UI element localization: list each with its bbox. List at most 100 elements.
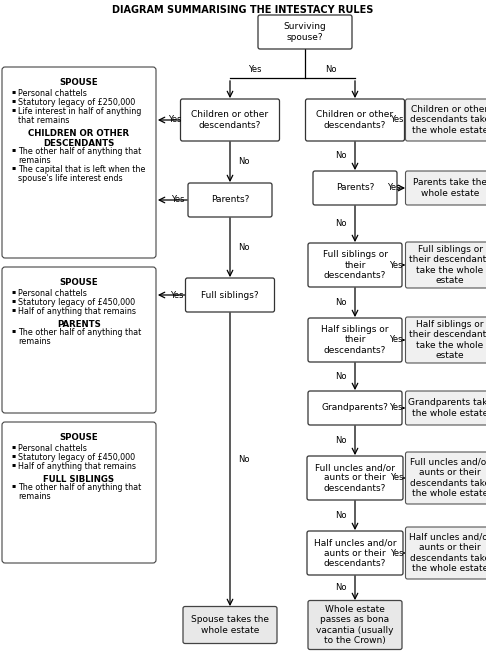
Text: SPOUSE: SPOUSE bbox=[60, 433, 98, 442]
FancyBboxPatch shape bbox=[405, 452, 486, 504]
Text: Parents?: Parents? bbox=[336, 184, 374, 192]
Text: No: No bbox=[335, 152, 347, 160]
Text: Yes: Yes bbox=[389, 335, 403, 345]
FancyBboxPatch shape bbox=[405, 242, 486, 288]
Text: Whole estate
passes as bona
vacantia (usually
to the Crown): Whole estate passes as bona vacantia (us… bbox=[316, 605, 394, 645]
Text: Yes: Yes bbox=[387, 184, 400, 192]
Text: ▪: ▪ bbox=[11, 147, 15, 152]
Text: Yes: Yes bbox=[248, 65, 261, 74]
Text: No: No bbox=[238, 455, 249, 464]
FancyBboxPatch shape bbox=[405, 99, 486, 141]
Text: ▪: ▪ bbox=[11, 444, 15, 449]
Text: Full siblings?: Full siblings? bbox=[201, 290, 259, 300]
FancyBboxPatch shape bbox=[308, 243, 402, 287]
Text: Yes: Yes bbox=[390, 548, 403, 558]
Text: No: No bbox=[335, 436, 347, 445]
Text: ▪: ▪ bbox=[11, 462, 15, 467]
Text: ▪: ▪ bbox=[11, 483, 15, 488]
Text: Yes: Yes bbox=[168, 115, 181, 125]
Text: Statutory legacy of £450,000: Statutory legacy of £450,000 bbox=[18, 298, 135, 307]
Text: No: No bbox=[335, 219, 347, 229]
FancyBboxPatch shape bbox=[308, 601, 402, 650]
Text: Half siblings or
their descendants
take the whole
estate: Half siblings or their descendants take … bbox=[409, 320, 486, 360]
Text: Full siblings or
their descendants
take the whole
estate: Full siblings or their descendants take … bbox=[409, 245, 486, 285]
FancyBboxPatch shape bbox=[2, 67, 156, 258]
Text: ▪: ▪ bbox=[11, 328, 15, 333]
Text: ▪: ▪ bbox=[11, 298, 15, 303]
Text: No: No bbox=[335, 583, 347, 593]
Text: Yes: Yes bbox=[390, 473, 403, 483]
FancyBboxPatch shape bbox=[307, 531, 403, 575]
Text: Statutory legacy of £450,000: Statutory legacy of £450,000 bbox=[18, 453, 135, 462]
Text: Spouse takes the
whole estate: Spouse takes the whole estate bbox=[191, 615, 269, 634]
Text: Grandparents take
the whole estate: Grandparents take the whole estate bbox=[408, 398, 486, 418]
Text: remains: remains bbox=[18, 492, 51, 501]
Text: CHILDREN OR OTHER: CHILDREN OR OTHER bbox=[29, 129, 130, 138]
Text: Surviving
spouse?: Surviving spouse? bbox=[284, 23, 327, 42]
Text: No: No bbox=[238, 243, 249, 252]
Text: Full siblings or
their
descendants?: Full siblings or their descendants? bbox=[323, 250, 387, 280]
Text: Children or other
descendants take
the whole estate: Children or other descendants take the w… bbox=[410, 105, 486, 135]
FancyBboxPatch shape bbox=[306, 99, 404, 141]
Text: remains: remains bbox=[18, 337, 51, 346]
Text: Yes: Yes bbox=[172, 196, 185, 204]
FancyBboxPatch shape bbox=[183, 607, 277, 644]
Text: Parents?: Parents? bbox=[211, 196, 249, 204]
Text: ▪: ▪ bbox=[11, 289, 15, 294]
Text: Personal chattels: Personal chattels bbox=[18, 289, 87, 298]
Text: ▪: ▪ bbox=[11, 107, 15, 112]
Text: Yes: Yes bbox=[171, 290, 184, 300]
Text: No: No bbox=[335, 511, 347, 520]
FancyBboxPatch shape bbox=[2, 422, 156, 563]
FancyBboxPatch shape bbox=[405, 391, 486, 425]
Text: Half uncles and/or
aunts or their
descendants take
the whole estate: Half uncles and/or aunts or their descen… bbox=[409, 533, 486, 573]
FancyBboxPatch shape bbox=[188, 183, 272, 217]
Text: SPOUSE: SPOUSE bbox=[60, 278, 98, 287]
FancyBboxPatch shape bbox=[405, 171, 486, 205]
Text: No: No bbox=[335, 372, 347, 381]
Text: DESCENDANTS: DESCENDANTS bbox=[43, 139, 115, 148]
Text: Personal chattels: Personal chattels bbox=[18, 89, 87, 98]
Text: Half of anything that remains: Half of anything that remains bbox=[18, 462, 136, 471]
Text: The other half of anything that: The other half of anything that bbox=[18, 147, 141, 156]
FancyBboxPatch shape bbox=[258, 15, 352, 49]
Text: Personal chattels: Personal chattels bbox=[18, 444, 87, 453]
Text: spouse's life interest ends: spouse's life interest ends bbox=[18, 174, 122, 183]
FancyBboxPatch shape bbox=[186, 278, 275, 312]
Text: ▪: ▪ bbox=[11, 89, 15, 94]
Text: The other half of anything that: The other half of anything that bbox=[18, 483, 141, 492]
Text: DIAGRAM SUMMARISING THE INTESTACY RULES: DIAGRAM SUMMARISING THE INTESTACY RULES bbox=[112, 5, 374, 15]
Text: No: No bbox=[238, 158, 249, 166]
FancyBboxPatch shape bbox=[307, 456, 403, 500]
Text: ▪: ▪ bbox=[11, 98, 15, 103]
Text: Yes: Yes bbox=[389, 261, 403, 269]
FancyBboxPatch shape bbox=[180, 99, 279, 141]
FancyBboxPatch shape bbox=[308, 391, 402, 425]
FancyBboxPatch shape bbox=[405, 317, 486, 363]
Text: No: No bbox=[335, 298, 347, 307]
Text: The capital that is left when the: The capital that is left when the bbox=[18, 165, 145, 174]
Text: Half uncles and/or
aunts or their
descendants?: Half uncles and/or aunts or their descen… bbox=[314, 538, 396, 568]
Text: Children or other
descendants?: Children or other descendants? bbox=[191, 110, 269, 130]
Text: Yes: Yes bbox=[390, 115, 404, 125]
Text: No: No bbox=[326, 65, 337, 74]
Text: Life interest in half of anything: Life interest in half of anything bbox=[18, 107, 141, 116]
Text: that remains: that remains bbox=[18, 116, 69, 125]
FancyBboxPatch shape bbox=[405, 527, 486, 579]
Text: Full uncles and/or
aunts or their
descendants take
the whole estate: Full uncles and/or aunts or their descen… bbox=[410, 458, 486, 498]
FancyBboxPatch shape bbox=[313, 171, 397, 205]
Text: SPOUSE: SPOUSE bbox=[60, 78, 98, 87]
Text: Statutory legacy of £250,000: Statutory legacy of £250,000 bbox=[18, 98, 135, 107]
Text: ▪: ▪ bbox=[11, 307, 15, 312]
Text: Grandparents?: Grandparents? bbox=[322, 404, 388, 412]
Text: Children or other
descendants?: Children or other descendants? bbox=[316, 110, 394, 130]
FancyBboxPatch shape bbox=[308, 318, 402, 362]
Text: Half siblings or
their
descendants?: Half siblings or their descendants? bbox=[321, 325, 389, 355]
Text: Full uncles and/or
aunts or their
descendants?: Full uncles and/or aunts or their descen… bbox=[315, 463, 395, 493]
Text: ▪: ▪ bbox=[11, 453, 15, 458]
Text: Yes: Yes bbox=[389, 404, 403, 412]
Text: remains: remains bbox=[18, 156, 51, 165]
Text: ▪: ▪ bbox=[11, 165, 15, 170]
Text: The other half of anything that: The other half of anything that bbox=[18, 328, 141, 337]
Text: PARENTS: PARENTS bbox=[57, 320, 101, 329]
